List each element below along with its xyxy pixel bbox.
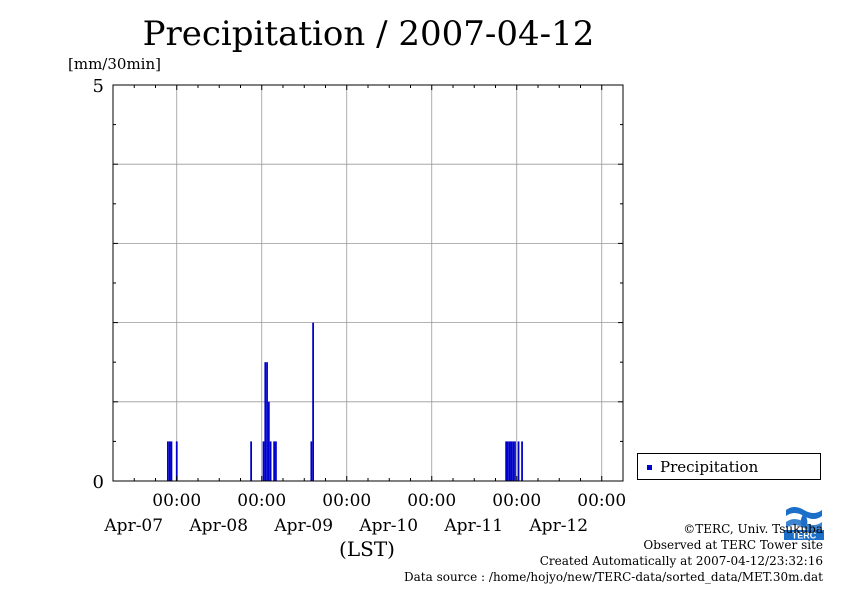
precipitation-bar (250, 441, 253, 481)
axis-labels: 0 5 00:00 Apr-07 00:00 Apr-08 00:00 Apr-09 00:00… (93, 76, 627, 561)
y-axis-unit-label: [mm/30min] (68, 55, 161, 73)
x-axis-label: (LST) (339, 537, 395, 561)
precipitation-bar (310, 441, 313, 481)
x-tick-date-label: Apr-10 (358, 516, 418, 536)
precipitation-bar (275, 441, 277, 481)
precipitation-bar (517, 441, 520, 481)
y-tick-label: 5 (93, 76, 104, 97)
precipitation-bar (269, 441, 272, 481)
precipitation-bar (167, 441, 169, 481)
precipitation-bar (312, 322, 314, 481)
x-tick-time-label: 00:00 (407, 491, 456, 511)
precipitation-bar (510, 441, 513, 481)
precipitation-bars (167, 322, 523, 481)
precipitation-bar (512, 441, 515, 481)
precipitation-bar (507, 441, 509, 481)
precipitation-bar (266, 362, 268, 481)
footer-source: Data source : /home/hojyo/new/TERC-data/… (404, 570, 823, 584)
footer: ©TERC, Univ. Tsukuba Observed at TERC To… (404, 521, 823, 585)
x-tick-time-label: 00:00 (577, 491, 626, 511)
x-tick-date-label: Apr-08 (188, 516, 248, 536)
precipitation-bar (170, 441, 173, 481)
precipitation-bar (514, 441, 516, 481)
x-tick-time-label: 00:00 (237, 491, 286, 511)
precipitation-bar (264, 362, 267, 481)
legend-swatch (647, 465, 652, 470)
precipitation-bar (505, 441, 508, 481)
x-tick-date-label: Apr-07 (103, 516, 163, 536)
precipitation-bar (508, 441, 511, 481)
terc-logo: TERC (784, 502, 824, 540)
footer-observed: Observed at TERC Tower site (643, 538, 823, 552)
precipitation-bar (273, 441, 276, 481)
x-tick-date-label: Apr-11 (443, 516, 503, 536)
x-tick-time-label: 00:00 (322, 491, 371, 511)
plot-frame (112, 84, 624, 482)
footer-copyright: ©TERC, Univ. Tsukuba (683, 522, 823, 536)
precipitation-bar (175, 441, 178, 481)
logo-text: TERC (792, 531, 817, 541)
x-tick-date-label: Apr-09 (273, 516, 333, 536)
legend-label: Precipitation (660, 458, 759, 476)
x-tick-time-label: 00:00 (492, 491, 541, 511)
grid-lines (113, 85, 623, 481)
footer-created: Created Automatically at 2007-04-12/23:3… (539, 554, 823, 568)
precipitation-bar (168, 441, 171, 481)
y-tick-label: 0 (93, 472, 104, 493)
legend: Precipitation (637, 453, 821, 480)
x-tick-time-label: 00:00 (152, 491, 201, 511)
x-tick-date-label: Apr-12 (528, 516, 588, 536)
precipitation-bar (521, 441, 523, 481)
plot-border (112, 84, 624, 482)
precipitation-bar (262, 441, 265, 481)
chart-title: Precipitation / 2007-04-12 (142, 14, 595, 54)
axis-ticks (112, 84, 624, 482)
precipitation-bar (267, 401, 270, 481)
